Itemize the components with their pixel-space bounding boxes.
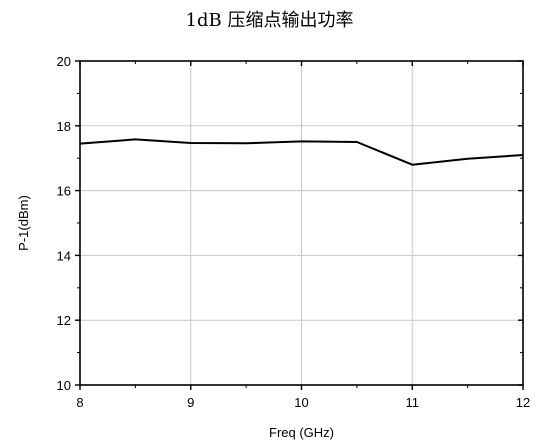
y-tick-label: 10 bbox=[57, 378, 71, 393]
chart-title: 1dB 压缩点输出功率 bbox=[185, 10, 354, 31]
y-tick-label: 16 bbox=[57, 184, 71, 199]
minor-ticks bbox=[77, 61, 523, 388]
y-axis-label: P-1(dBm) bbox=[16, 195, 31, 251]
x-tick-label: 11 bbox=[406, 395, 420, 410]
x-tick-label: 9 bbox=[187, 395, 194, 410]
y-axis: 10 12 14 16 18 20 bbox=[57, 54, 523, 393]
x-tick-label: 10 bbox=[294, 395, 308, 410]
x-axis: 8 9 10 11 12 bbox=[76, 61, 530, 410]
y-tick-label: 20 bbox=[57, 54, 71, 69]
x-tick-label: 8 bbox=[76, 395, 83, 410]
y-tick-label: 18 bbox=[57, 119, 71, 134]
y-tick-label: 12 bbox=[57, 313, 71, 328]
y-tick-label: 14 bbox=[57, 248, 71, 263]
x-axis-label: Freq (GHz) bbox=[269, 425, 334, 440]
grid bbox=[80, 61, 523, 385]
x-tick-label: 12 bbox=[516, 395, 530, 410]
